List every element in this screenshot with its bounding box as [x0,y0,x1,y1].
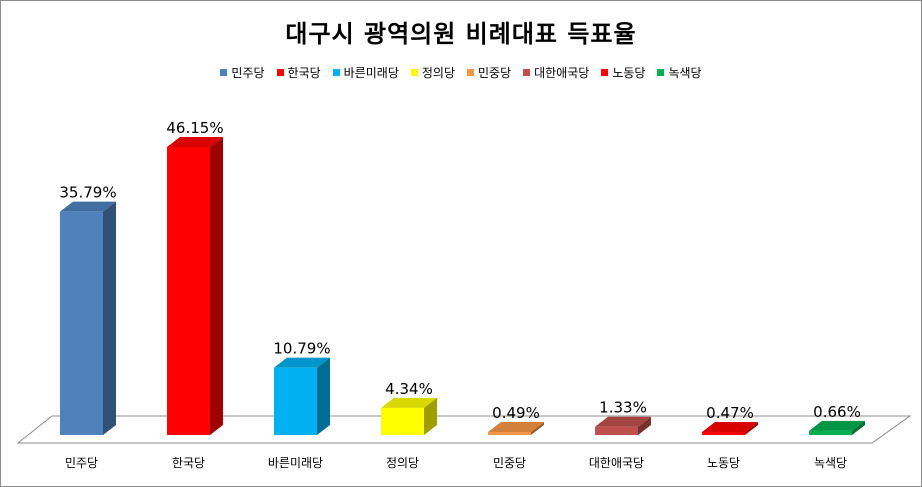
legend-swatch [332,69,340,76]
bar-side [638,416,651,435]
bar [60,201,116,435]
data-labels: 35.79% 46.15% 10.79% 4.34% 0.49% 1.33% 0.47% 0.… [59,119,860,422]
bar-series [60,137,865,435]
category-label: 민중당 [493,456,526,470]
bar [702,422,758,435]
bar-side [317,357,330,435]
category-label: 녹색당 [814,456,847,470]
legend-label: 대한애국당 [534,66,590,80]
chart-title: 대구시 광역의원 비례대표 득표율 [285,20,637,48]
category-label: 민주당 [65,456,98,470]
legend-item: 바른미래당 [332,64,399,81]
data-label: 10.79% [273,340,330,358]
bar-front [809,430,852,435]
bar-side [210,137,223,435]
bar [488,421,544,435]
legend-item: 정의당 [410,64,455,81]
category-label: 노동당 [707,456,740,470]
data-label: 1.33% [599,399,647,417]
legend-item: 녹색당 [657,64,702,81]
category-label: 대한애국당 [589,456,644,470]
chart-legend: 민주당 한국당 바른미래당 정의당 민중당 대한애국당 노동당 녹색당 [0,64,922,81]
legend-item: 대한애국당 [523,64,589,81]
legend-item: 민중당 [467,64,511,81]
legend-swatch [601,69,609,76]
bar [274,357,330,435]
legend-label: 녹색당 [668,66,702,80]
bar-side [103,201,116,435]
legend-label: 민주당 [231,66,265,80]
legend-swatch [657,69,665,76]
bar-front [381,407,424,435]
legend-swatch [410,69,418,76]
legend-item: 노동당 [601,64,645,81]
bar [595,416,651,435]
category-label: 정의당 [386,456,419,470]
category-label: 한국당 [172,456,205,470]
legend-label: 정의당 [421,66,455,80]
legend-label: 노동당 [612,66,646,80]
bar-top [274,357,330,368]
legend-swatch [523,69,531,76]
legend-label: 한국당 [287,66,321,80]
category-labels: 민주당 한국당 바른미래당 정의당 민중당 대한애국당 노동당 녹색당 [65,456,847,470]
data-label: 46.15% [166,119,223,137]
bar-front [60,211,103,435]
bar-front [702,432,745,435]
bar [167,137,223,435]
category-label: 바른미래당 [268,456,323,470]
data-label: 0.66% [813,403,861,421]
legend-item: 민주당 [220,64,265,81]
bar-top [702,422,758,432]
bar-front [274,367,317,435]
bar-side [531,421,544,435]
data-label: 0.47% [706,404,754,422]
legend-label: 바른미래당 [343,66,399,80]
bar-side [852,420,865,435]
bar-side [745,422,758,435]
data-label: 4.34% [385,380,433,398]
bar-front [167,147,210,435]
legend-swatch [467,69,474,76]
bar-top [809,420,865,431]
bar-top [595,416,651,427]
legend-swatch [276,69,284,76]
floor-plane [16,415,912,444]
data-label: 0.49% [492,404,540,422]
bar-side [424,397,437,435]
bar-front [595,426,638,435]
bar-top [167,137,223,147]
legend-item: 한국당 [276,64,321,81]
bar [809,420,865,435]
legend-swatch [220,69,228,76]
chart-floor [16,415,912,444]
bar-top [60,201,116,212]
bar-front [488,431,531,435]
data-label: 35.79% [59,184,116,202]
bar-top [488,421,544,432]
bar-top [381,397,437,408]
legend-label: 민중당 [478,66,512,80]
bar [381,397,437,435]
